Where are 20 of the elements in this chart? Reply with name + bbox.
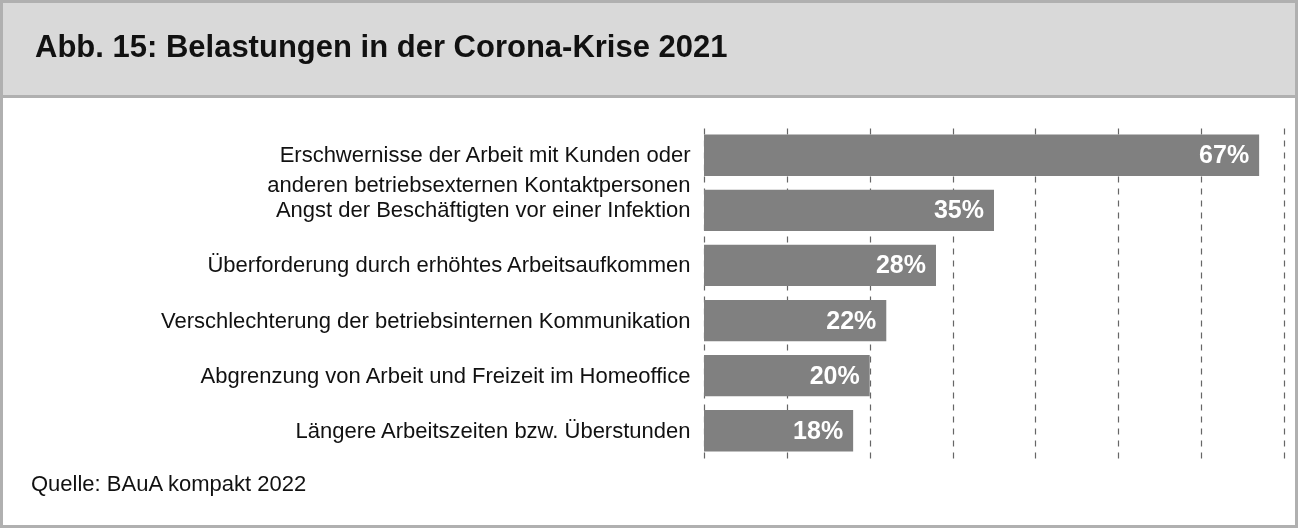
y-tick-label: Verschlechterung der betriebsinternen Kommunikation [160, 307, 691, 333]
y-tick-label: Abgrenzung von Arbeit und Freizeit im Homeoffice [200, 362, 691, 388]
bar [704, 189, 994, 232]
bar [704, 354, 870, 397]
data-label: 35% [933, 195, 984, 224]
text: Abb. 15: Belastungen in der Corona-Krise 2021 [35, 29, 728, 65]
y-tick-label: Längere Arbeitszeiten bzw. Überstunden [295, 417, 691, 443]
data-label: 20% [809, 360, 860, 389]
bar [704, 134, 1260, 176]
data-label: 22% [826, 305, 877, 334]
data-label: 67% [1199, 140, 1250, 169]
y-tick-label: Überforderung durch erhöhtes Arbeitsaufkommen [207, 252, 691, 278]
data-label: 18% [793, 415, 844, 444]
bar [704, 410, 854, 452]
y-tick-label: Angst der Beschäftigten vor einer Infektion [275, 197, 691, 223]
data-label: 28% [875, 250, 926, 279]
y-tick-label: Erschwernisse der Arbeit mit Kunden oder anderen betriebsexternen Kontaktpersonen [267, 142, 691, 198]
bar [704, 299, 887, 342]
bar [704, 244, 936, 287]
source-note: Quelle: BAuA kompakt 2022 [31, 471, 307, 497]
